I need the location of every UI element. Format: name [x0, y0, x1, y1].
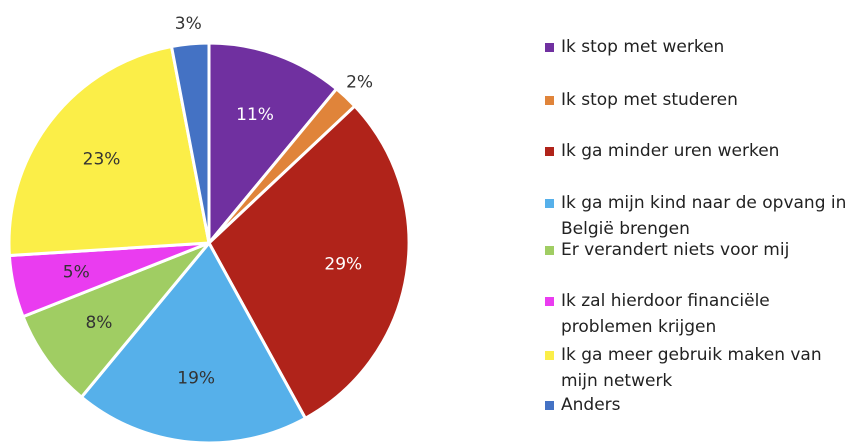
legend-swatch: [545, 401, 554, 410]
data-label: 8%: [85, 313, 112, 333]
pie-slice: [21, 241, 211, 400]
legend-item: Er verandert niets voor mij: [545, 237, 855, 263]
data-label: 23%: [83, 150, 121, 170]
data-label: 3%: [175, 14, 202, 34]
legend-label: Ik ga mijn kind naar de opvang in België…: [561, 193, 847, 239]
legend-item: Ik ga minder uren werken: [545, 138, 855, 164]
legend-swatch: [545, 351, 554, 360]
legend-swatch: [545, 297, 554, 306]
data-label: 11%: [236, 105, 274, 125]
legend-swatch: [545, 147, 554, 156]
legend-swatch: [545, 246, 554, 255]
legend-item: Ik ga mijn kind naar de opvang in België…: [545, 190, 855, 242]
pie-slice: [7, 44, 211, 258]
legend-item: Ik stop met werken: [545, 34, 855, 60]
chart: 11% 2% 29% 19% 8% 5% 23% 3%: [7, 14, 411, 443]
legend-item: Anders: [545, 392, 855, 418]
legend-label: Ik stop met studeren: [561, 90, 738, 110]
legend-label: Ik ga minder uren werken: [561, 141, 780, 161]
data-label: 29%: [324, 254, 362, 274]
data-label: 2%: [346, 73, 373, 93]
legend-label: Anders: [561, 395, 621, 415]
pie-slice: [79, 240, 308, 443]
legend-label: Ik stop met werken: [561, 37, 725, 57]
legend-label: Er verandert niets voor mij: [561, 240, 790, 260]
data-label: 5%: [63, 263, 90, 283]
pie-slice: [207, 103, 411, 421]
pie-slice: [207, 41, 339, 248]
legend-label: Ik ga meer gebruik maken van mijn netwer…: [561, 345, 822, 391]
legend-swatch: [545, 96, 554, 105]
legend-swatch: [545, 199, 554, 208]
legend-item: Ik stop met studeren: [545, 87, 855, 113]
pie-slice: [169, 41, 211, 244]
legend-item: Ik zal hierdoor financiële problemen kri…: [545, 288, 855, 340]
data-label: 19%: [177, 368, 215, 388]
legend-swatch: [545, 43, 554, 52]
legend-label: Ik zal hierdoor financiële problemen kri…: [561, 291, 770, 337]
legend-item: Ik ga meer gebruik maken van mijn netwer…: [545, 342, 855, 394]
